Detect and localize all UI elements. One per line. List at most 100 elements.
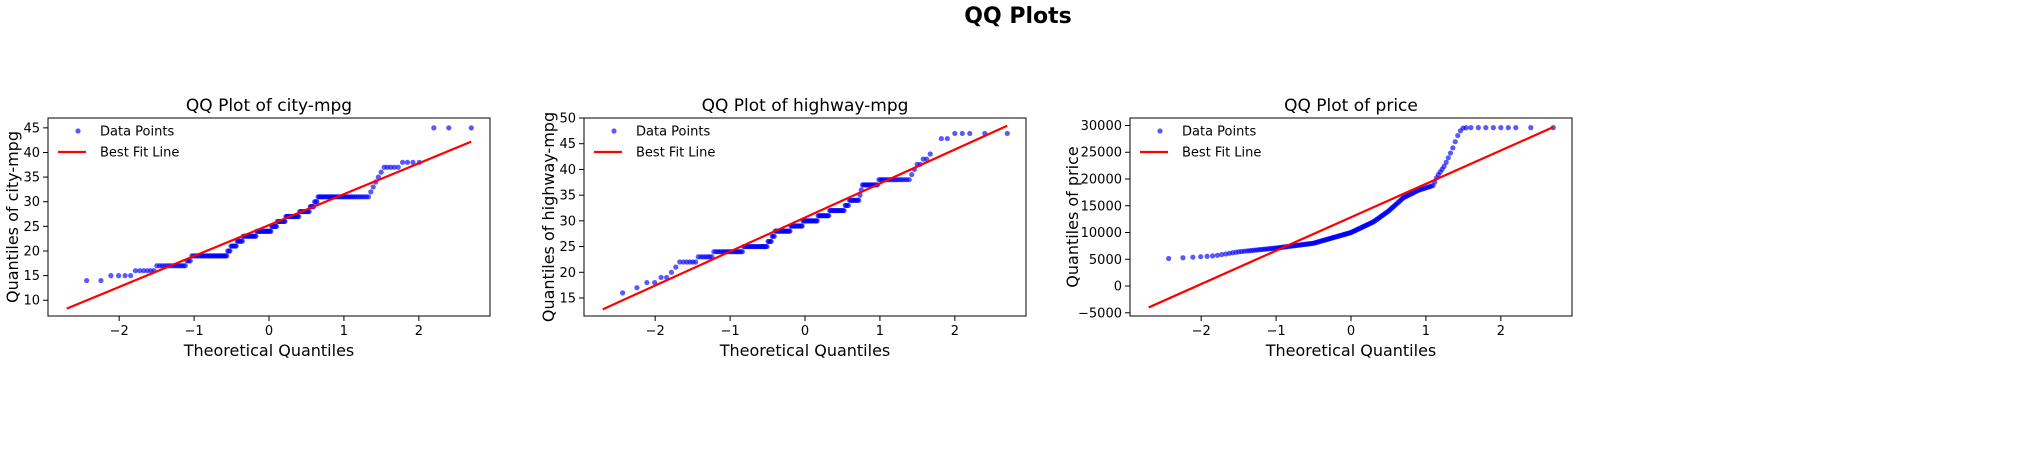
legend: Data Points Best Fit Line: [1140, 125, 1261, 161]
data-point: [391, 164, 397, 170]
y-tick-label: 15000: [1081, 199, 1122, 214]
legend: Data Points Best Fit Line: [58, 125, 179, 161]
data-point: [1004, 130, 1010, 137]
legend-marker-points: [611, 128, 617, 134]
data-point: [446, 125, 452, 131]
data-point: [108, 273, 114, 279]
y-tick-label: 5000: [1089, 253, 1122, 268]
x-tick-label: 1: [876, 324, 884, 339]
data-point: [378, 169, 384, 175]
data-point: [841, 207, 847, 214]
legend-label-fit-line: Best Fit Line: [1182, 146, 1261, 161]
y-tick-label: −5000: [1078, 306, 1122, 321]
legend-label-fit-line: Best Fit Line: [100, 146, 179, 161]
data-point: [1219, 251, 1225, 258]
data-point: [395, 164, 401, 170]
x-tick-label: −2: [646, 324, 665, 339]
y-tick-label: 30000: [1081, 119, 1122, 134]
data-point: [132, 268, 139, 274]
y-tick-label: 25: [559, 240, 576, 255]
y-tick-label: 10000: [1081, 226, 1122, 241]
data-point: [431, 125, 437, 131]
x-tick-label: 0: [1347, 324, 1355, 339]
data-point: [906, 177, 912, 183]
data-point: [845, 202, 852, 209]
data-point: [1498, 125, 1504, 131]
legend-marker-points: [75, 128, 81, 134]
qq-plot-highway-mpg: QQ Plot of highway-mpg −2 −1 0 1 2 15 20 25 30 35 4…: [539, 96, 1027, 360]
data-point: [116, 273, 122, 279]
y-axis-label: Quantiles of highway-mpg: [539, 112, 558, 322]
y-tick-label: 50: [559, 112, 576, 127]
data-point: [1447, 150, 1454, 156]
data-point: [768, 238, 774, 245]
legend-label-points: Data Points: [636, 125, 710, 140]
data-point: [227, 248, 233, 254]
data-point: [924, 156, 930, 162]
data-point: [644, 279, 650, 286]
data-point: [814, 218, 820, 224]
data-point: [826, 213, 832, 219]
x-tick-label: −1: [184, 324, 203, 339]
legend: Data Points Best Fit Line: [594, 125, 715, 161]
x-tick-label: −2: [110, 324, 129, 339]
data-point: [410, 159, 416, 165]
data-point: [739, 249, 745, 255]
x-tick-label: −2: [1192, 324, 1211, 339]
x-tick-label: 0: [265, 324, 273, 339]
data-point: [1455, 132, 1461, 139]
data-point: [764, 243, 770, 250]
data-point: [909, 171, 915, 178]
data-point: [927, 151, 933, 157]
data-point: [673, 264, 679, 270]
data-point: [98, 277, 104, 284]
y-tick-label: 45: [559, 137, 576, 152]
chart-title: QQ Plot of city-mpg: [186, 96, 352, 116]
data-point: [1468, 125, 1474, 131]
data-point: [399, 159, 406, 165]
data-point: [128, 273, 134, 279]
data-point: [187, 258, 193, 264]
data-point: [1452, 139, 1458, 145]
qq-plot-city-mpg: QQ Plot of city-mpg −2 −1 0 1 2 10 15 20 25 30 35 40…: [3, 96, 491, 360]
y-tick-label: 45: [23, 121, 40, 136]
data-point: [84, 277, 90, 284]
data-point: [668, 269, 675, 275]
figure-title: QQ Plots: [964, 4, 1072, 29]
data-point: [233, 243, 239, 249]
data-point: [938, 135, 944, 142]
data-point: [368, 189, 374, 195]
data-point: [1513, 125, 1519, 131]
chart-title: QQ Plot of price: [1284, 96, 1418, 116]
legend-label-fit-line: Best Fit Line: [636, 146, 715, 161]
y-tick-label: 30: [23, 195, 40, 210]
data-point: [1204, 253, 1210, 259]
x-tick-label: 2: [951, 324, 959, 339]
x-tick-label: −1: [720, 324, 739, 339]
y-tick-label: 20000: [1081, 173, 1122, 188]
data-point: [1180, 255, 1186, 261]
x-axis-label: Theoretical Quantiles: [183, 341, 355, 360]
data-point: [1463, 125, 1469, 131]
x-tick-label: 2: [415, 324, 423, 339]
y-tick-label: 15: [23, 269, 40, 284]
best-fit-line: [602, 124, 1008, 311]
y-tick-label: 35: [559, 189, 576, 204]
data-point: [787, 228, 793, 234]
data-point: [1166, 255, 1172, 262]
y-tick-label: 15: [559, 292, 576, 307]
y-tick-label: 10: [23, 294, 40, 309]
data-point: [1505, 125, 1511, 131]
x-tick-label: −1: [1266, 324, 1285, 339]
data-point: [224, 253, 230, 259]
legend-label-points: Data Points: [1182, 125, 1256, 140]
data-point: [1483, 125, 1489, 131]
data-point: [1198, 254, 1204, 260]
data-point: [959, 130, 965, 137]
qq-plot-price: QQ Plot of price −2 −1 0 1 2 −5000 0 5000 10000 15…: [1063, 96, 1573, 360]
data-point: [296, 213, 302, 220]
data-point: [239, 238, 245, 244]
data-point: [967, 130, 973, 137]
legend-label-points: Data Points: [100, 125, 174, 140]
